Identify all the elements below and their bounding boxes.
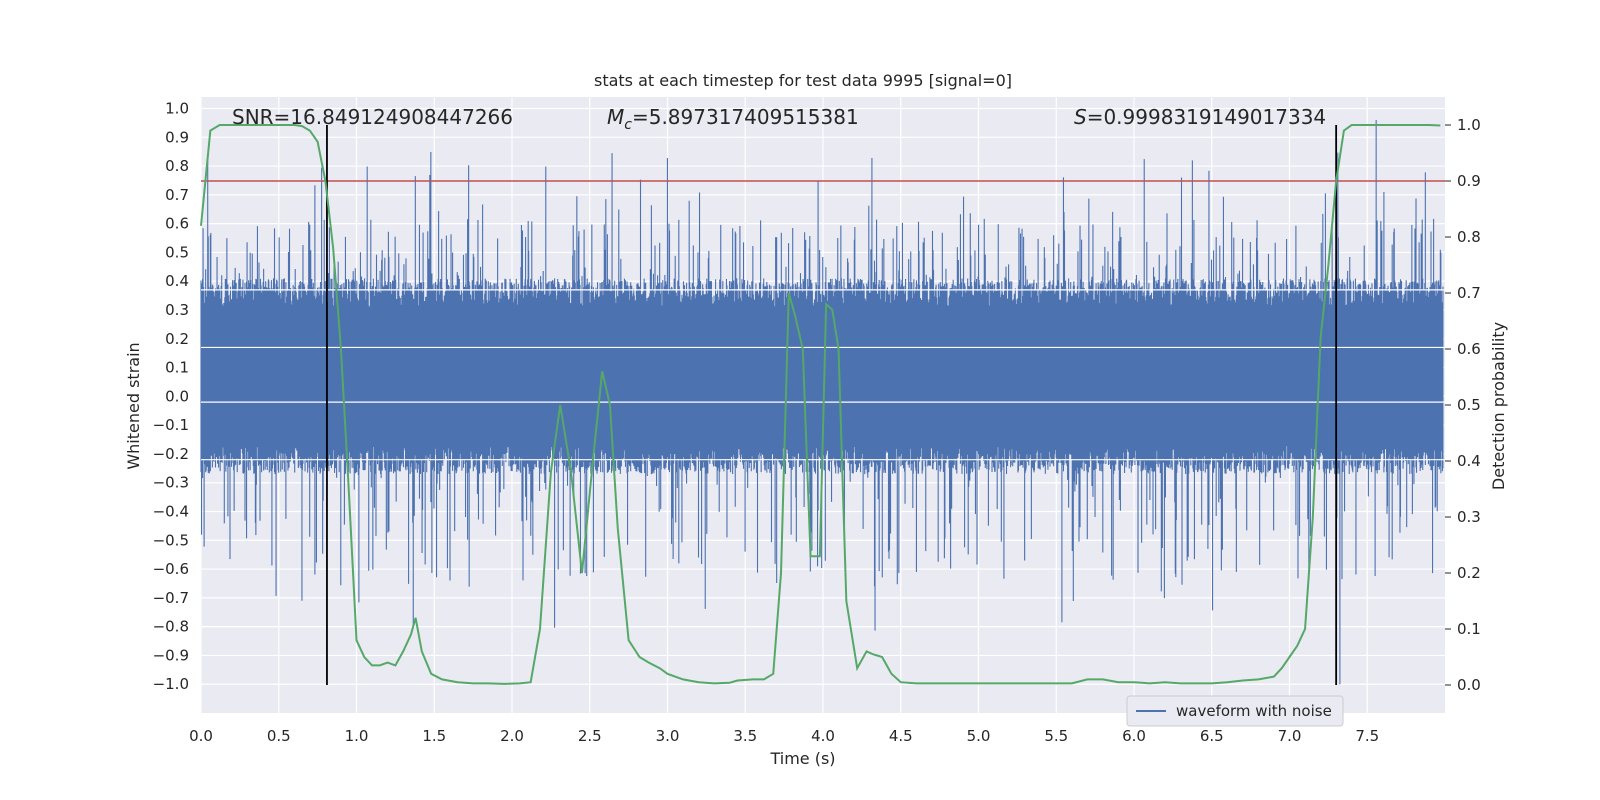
x-tick-label: 3.5 — [733, 727, 757, 745]
y-axis-label: Whitened strain — [124, 342, 143, 469]
x-tick-label: 1.0 — [345, 727, 369, 745]
y-tick-label: 1.0 — [165, 100, 189, 118]
chart-title: stats at each timestep for test data 999… — [594, 71, 1012, 90]
y2-tick-label: 0.2 — [1457, 564, 1481, 582]
legend-box — [1126, 695, 1344, 727]
x-tick-label: 7.0 — [1278, 727, 1302, 745]
x-tick-label: 4.5 — [889, 727, 913, 745]
y-tick-label: 0.3 — [165, 301, 189, 319]
waveform-with-noise-line — [200, 120, 1444, 685]
y2-tick-label: 0.0 — [1457, 676, 1481, 694]
x-tick-label: 0.0 — [189, 727, 213, 745]
y-tick-label: −0.1 — [153, 416, 189, 434]
y2-tick-label: 0.7 — [1457, 284, 1481, 302]
y2-axis-label: Detection probability — [1489, 322, 1508, 490]
x-axis-label: Time (s) — [769, 749, 835, 768]
y-axis-ticks: −1.0 −0.9 −0.8 −0.7 −0.6 −0.5 −0.4 −0.3 −0.2 −0.1… — [153, 100, 189, 694]
x-tick-label: 1.5 — [422, 727, 446, 745]
x-tick-label: 5.0 — [967, 727, 991, 745]
overlay-layer — [200, 124, 1445, 685]
y-tick-label: 0.4 — [165, 272, 189, 290]
x-tick-label: 5.5 — [1044, 727, 1068, 745]
y-tick-label: 0.8 — [165, 157, 189, 175]
y2-tick-label: 0.8 — [1457, 228, 1481, 246]
y2-tick-label: 1.0 — [1457, 116, 1481, 134]
x-tick-label: 2.5 — [578, 727, 602, 745]
y2-tick-label: 0.4 — [1457, 452, 1481, 470]
y-tick-label: −0.6 — [153, 560, 189, 578]
detection-probability-line — [200, 124, 1441, 685]
x-tick-label: 4.0 — [811, 727, 835, 745]
chirp-mass-symbol: M — [607, 105, 624, 129]
x-tick-label: 6.0 — [1122, 727, 1146, 745]
chirp-mass-annotation: Mc=5.897317409515381 — [607, 105, 859, 133]
y2-tick-label: 0.6 — [1457, 340, 1481, 358]
y-tick-label: −0.4 — [153, 503, 189, 521]
x-tick-label: 2.0 — [500, 727, 524, 745]
y-tick-label: 0.6 — [165, 215, 189, 233]
snr-annotation: SNR=16.849124908447266 — [232, 105, 513, 129]
x-tick-label: 7.5 — [1355, 727, 1379, 745]
s-annotation: S=0.9998319149017334 — [1074, 105, 1326, 129]
y-tick-label: −0.7 — [153, 589, 189, 607]
y-tick-label: 0.2 — [165, 330, 189, 348]
y2-tick-label: 0.3 — [1457, 508, 1481, 526]
chirp-mass-subscript: c — [624, 117, 632, 133]
legend-label: waveform with noise — [1176, 702, 1332, 720]
y-tick-label: 0.9 — [165, 128, 189, 146]
y2-tick-label: 0.1 — [1457, 620, 1481, 638]
y-tick-label: 0.0 — [165, 387, 189, 405]
s-value: =0.9998319149017334 — [1087, 105, 1326, 129]
y2-tick-label: 0.5 — [1457, 396, 1481, 414]
x-axis-ticks: 0.0 0.5 1.0 1.5 2.0 2.5 3.0 3.5 4.0 4.5 5.0 5.5 6.0 6… — [189, 727, 1379, 745]
y-tick-label: −1.0 — [153, 675, 189, 693]
y-tick-label: −0.3 — [153, 474, 189, 492]
y-tick-label: −0.8 — [153, 618, 189, 636]
x-tick-label: 0.5 — [267, 727, 291, 745]
y-tick-label: −0.2 — [153, 445, 189, 463]
y-tick-label: −0.9 — [153, 646, 189, 664]
y-tick-label: 0.1 — [165, 359, 189, 377]
s-symbol: S — [1074, 105, 1087, 129]
x-tick-label: 6.5 — [1200, 727, 1224, 745]
chirp-mass-value: =5.897317409515381 — [632, 105, 859, 129]
y-tick-label: 0.5 — [165, 243, 189, 261]
y-tick-label: 0.7 — [165, 186, 189, 204]
y2-tick-label: 0.9 — [1457, 172, 1481, 190]
x-tick-label: 3.0 — [656, 727, 680, 745]
y2-axis-ticks: 0.0 0.1 0.2 0.3 0.4 0.5 0.6 0.7 0.8 0.9 1.0 — [1445, 116, 1481, 694]
y-tick-label: −0.5 — [153, 531, 189, 549]
legend: waveform with noise — [1126, 695, 1344, 727]
